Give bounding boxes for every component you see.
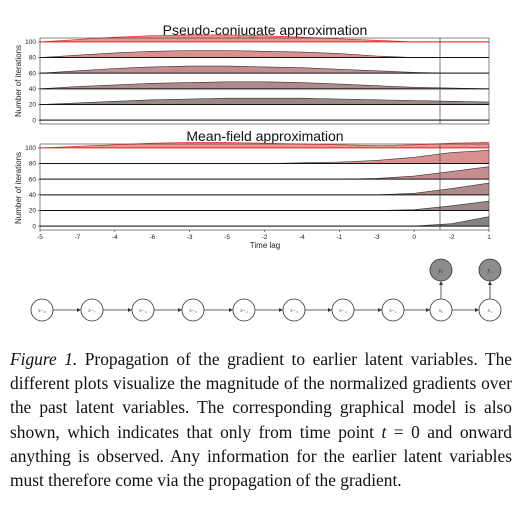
- gm-observed-label: y₁: [487, 268, 493, 274]
- pc-ytick-label: 80: [29, 55, 37, 62]
- pc-ytick-label: 20: [29, 102, 37, 109]
- mf-xtick-label: -2: [262, 234, 268, 241]
- pc-area-series: [40, 50, 489, 58]
- pseudo-conjugate-title: Pseudo-conjugate approximation: [163, 22, 368, 38]
- gm-latent-label: s₁: [488, 308, 492, 314]
- mf-xtick-label: -3: [187, 234, 193, 241]
- gm-latent-label: s₋₄: [240, 308, 248, 314]
- mf-ytick-label: 60: [29, 176, 37, 183]
- caption-text-2: = 0 and onward anything is observed. Any…: [10, 421, 512, 491]
- gm-arrowhead: [279, 308, 283, 312]
- gm-latent-node: [80, 298, 104, 322]
- mf-ytick-label: 100: [25, 145, 36, 152]
- pc-ytick-label: 0: [32, 117, 36, 124]
- gm-obs-arrowhead: [488, 281, 492, 285]
- mf-xtick-minor-label: -2: [449, 234, 455, 241]
- mf-area-series: [40, 166, 489, 180]
- mf-area-series: [40, 150, 489, 164]
- gm-latent-label: s₀: [439, 308, 443, 314]
- mf-area-outline: [40, 216, 490, 227]
- mf-ytick-label: 20: [29, 208, 37, 215]
- figure-caption: Figure 1. Propagation of the gradient to…: [10, 347, 512, 492]
- gm-latent-label: s₋₁: [389, 308, 397, 314]
- gm-arrowhead: [328, 308, 332, 312]
- pseudo-conjugate-panel: Pseudo-conjugate approximation Number of…: [14, 22, 490, 125]
- gm-latent-node: [30, 298, 54, 322]
- gm-latent-node: [381, 298, 405, 322]
- gm-latent-node: [131, 298, 155, 322]
- gm-observed-node: [429, 258, 453, 282]
- graphical-model: s₋₈ s₋₇ s₋₆ s₋₅ s₋₄ s₋₃ s₋₂ s₋₁ s₀ s₁ y₀ y₁: [30, 258, 502, 322]
- gm-arrowhead: [128, 308, 132, 312]
- gm-arrowhead: [178, 308, 182, 312]
- mf-xtick-minor-label: -7: [75, 234, 81, 241]
- gm-latent-label: s₋₈: [38, 308, 46, 314]
- mf-xtick-minor-label: -3: [374, 234, 380, 241]
- gm-latent-label: s₋₅: [189, 308, 197, 314]
- pseudo-conjugate-areas: [39, 34, 490, 121]
- gm-obs-arrowhead: [439, 281, 443, 285]
- pseudo-conjugate-ylabel: Number of iterations: [14, 45, 23, 117]
- gm-latent-label: s₋₆: [139, 308, 147, 314]
- gm-observed-label: y₀: [438, 268, 444, 274]
- pc-ytick-label: 40: [29, 86, 37, 93]
- pc-area-outline: [39, 97, 490, 105]
- mf-area-series: [40, 183, 489, 195]
- mf-ytick-label: 0: [32, 223, 36, 230]
- mf-area-outline: [39, 142, 490, 149]
- mean-field-xticks: -5 -4 -3 -2 -1 0 1 -7 -6 -5 -4 -3 -2: [37, 230, 491, 241]
- mf-ytick-label: 40: [29, 192, 37, 199]
- gm-arrowhead: [378, 308, 382, 312]
- mean-field-yticks: 0 20 40 60 80 100: [25, 145, 40, 230]
- pc-area-series: [40, 98, 489, 105]
- pc-area-series: [40, 66, 489, 74]
- mf-area-series: [40, 201, 489, 211]
- gm-latent-label: s₋₃: [290, 308, 298, 314]
- gm-arrowhead: [475, 308, 479, 312]
- mf-ytick-label: 80: [29, 161, 37, 168]
- mf-xtick-label: -1: [336, 234, 342, 241]
- pc-ytick-label: 100: [25, 39, 36, 46]
- pc-area-outline: [39, 65, 489, 74]
- mf-xtick-minor-label: -4: [299, 234, 305, 241]
- pc-area-series: [40, 34, 489, 42]
- gm-observed-node: [478, 258, 502, 282]
- gm-latent-node: [232, 298, 256, 322]
- mf-xtick-label: -4: [112, 234, 118, 241]
- pc-area-outline: [39, 81, 490, 90]
- mean-field-panel: Mean-field approximation Number of itera…: [14, 128, 491, 250]
- gm-arrowhead: [229, 308, 233, 312]
- mf-xtick-minor-label: -6: [149, 234, 155, 241]
- gm-latent-label: s₋₇: [88, 308, 96, 314]
- caption-label: Figure 1.: [10, 349, 78, 369]
- mf-xtick-label: -5: [37, 234, 43, 241]
- mf-xtick-label: 0: [412, 234, 416, 241]
- mf-xtick-minor-label: -5: [224, 234, 230, 241]
- gm-arrowhead: [77, 308, 81, 312]
- mean-field-areas: [39, 142, 490, 227]
- pc-ytick-label: 60: [29, 70, 37, 77]
- mean-field-ylabel: Number of iterations: [14, 152, 23, 224]
- pseudo-conjugate-yticks: 0 20 40 60 80 100: [25, 39, 40, 124]
- gm-latent-node: [181, 298, 205, 322]
- pseudo-conjugate-frame: [39, 37, 490, 125]
- gm-latent-node: [331, 298, 355, 322]
- mf-area-outline: [40, 200, 490, 211]
- gm-arrowhead: [426, 308, 430, 312]
- gm-latent-label: s₋₂: [339, 308, 347, 314]
- mf-area-series: [40, 216, 489, 227]
- caption-math-t: t: [381, 421, 387, 442]
- mean-field-title: Mean-field approximation: [186, 128, 343, 144]
- figure: Pseudo-conjugate approximation Number of…: [14, 22, 502, 322]
- caption-text-1: Propagation of the gradient to earlier l…: [10, 349, 513, 442]
- mf-xtick-label: 1: [487, 234, 491, 241]
- gm-latent-node: [282, 298, 306, 322]
- mean-field-xlabel: Time lag: [250, 241, 280, 250]
